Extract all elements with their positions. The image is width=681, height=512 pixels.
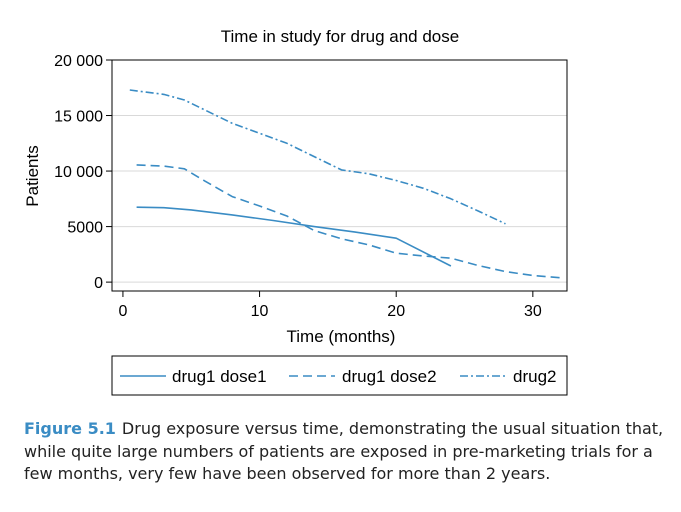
gridlines [112,59,567,283]
legend: drug1 dose1 drug1 dose2 drug2 [111,355,568,396]
x-tick-label: 20 [387,303,405,320]
legend-label-drug1-dose1: drug1 dose1 [172,367,267,386]
series-lines [129,89,561,279]
figure-caption: Figure 5.1 Drug exposure versus time, dem… [24,418,664,486]
axes: 0 5000 10 000 15 000 20 000 0 10 20 30 [54,53,542,320]
series-line-drug1-dose2 [136,164,561,279]
chart-title: Time in study for drug and dose [221,27,459,46]
figure-caption-label: Figure 5.1 [24,419,116,438]
y-tick-label: 10 000 [54,164,103,181]
y-axis-title: Patients [23,145,42,206]
series-line-drug1-dose1 [136,206,452,267]
series-line-drug2 [129,89,506,225]
line-chart: Time in study for drug and dose 0 5000 10 … [23,27,568,396]
y-tick-label: 15 000 [54,109,103,126]
plot-area-frame [111,59,568,292]
legend-frame [111,355,568,396]
legend-label-drug2: drug2 [513,367,556,386]
figure-caption-text: Drug exposure versus time, demonstrating… [24,419,664,483]
x-tick-label: 30 [524,303,542,320]
x-axis-title: Time (months) [287,327,396,346]
y-tick-label: 0 [94,275,103,292]
legend-label-drug1-dose2: drug1 dose2 [342,367,437,386]
x-tick-label: 0 [118,303,127,320]
y-tick-label: 5000 [67,220,103,237]
y-tick-label: 20 000 [54,53,103,70]
x-tick-label: 10 [251,303,269,320]
